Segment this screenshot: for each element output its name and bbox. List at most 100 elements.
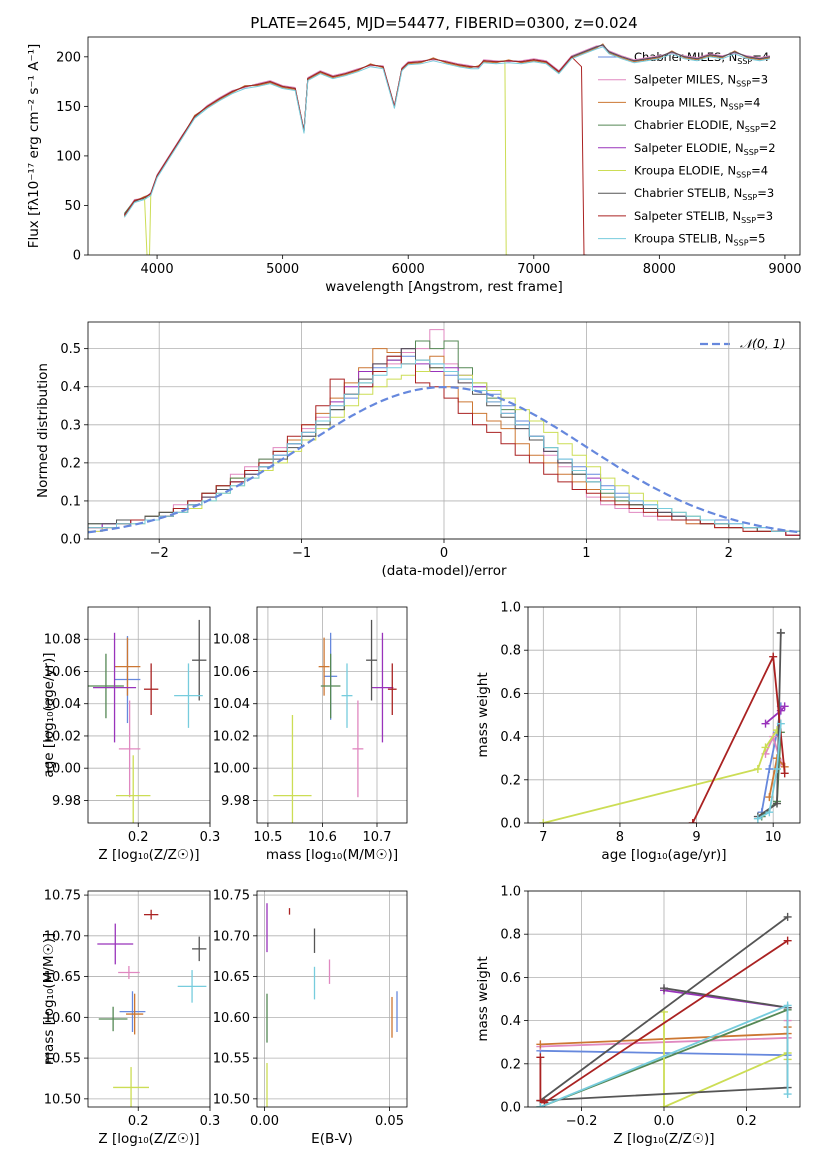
y-tick-label: 0.0 <box>500 1101 521 1116</box>
weight-line-8 <box>539 939 789 1104</box>
x-tick-label: 0 <box>440 546 448 561</box>
x-axis-label: age [log₁₀(age/yr)] <box>601 847 726 863</box>
x-tick-label: 5000 <box>266 262 299 277</box>
y-tick-label: 0.5 <box>60 342 81 357</box>
x-tick-label: 8000 <box>643 262 676 277</box>
weight-marker <box>539 819 548 823</box>
legend-entry: Kroupa MILES, NSSP=4 <box>634 95 760 111</box>
plot-area <box>536 912 792 1107</box>
y-tick-label: 0.3 <box>60 418 81 433</box>
y-tick-label: 10.02 <box>44 729 81 744</box>
x-tick-label: 9000 <box>768 262 801 277</box>
weight-marker <box>536 1103 545 1107</box>
y-tick-label: 10.06 <box>213 665 250 680</box>
x-tick-label: 0.00 <box>250 1114 279 1129</box>
y-tick-label: 0.2 <box>60 456 81 471</box>
y-tick-label: 150 <box>56 100 81 115</box>
plot-frame <box>256 606 408 824</box>
errorbar-point-4 <box>88 653 124 719</box>
legend-entry: Chabrier ELODIE, NSSP=2 <box>634 118 777 134</box>
errorbar-point-4 <box>320 653 341 719</box>
x-tick-label: 0.2 <box>736 1114 757 1129</box>
histogram-step-7 <box>88 348 800 539</box>
y-tick-label: 10.04 <box>213 697 250 712</box>
x-tick-label: 1 <box>582 546 590 561</box>
x-tick-label: 4000 <box>141 262 174 277</box>
histogram-step-9 <box>88 359 800 539</box>
y-axis-label: mass [log₁₀(M/M☉)] <box>41 933 57 1065</box>
x-tick-label: 9 <box>692 830 700 845</box>
y-tick-label: 10.65 <box>213 970 250 985</box>
spectrum-line-8 <box>123 56 587 255</box>
panel-4: 10.5 10.6 10.7 9.98 10.00 10.02 10.04 10.06 10.0… <box>213 606 408 863</box>
x-tick-label: 7000 <box>517 262 550 277</box>
panel-8: −0.2 0.0 0.2 0.0 0.2 0.4 0.6 0.8 1.0 Z [log₁₀(Z/Z… <box>475 885 801 1147</box>
errorbar-point-8 <box>387 663 397 715</box>
x-tick-label: 6000 <box>392 262 425 277</box>
weight-marker <box>753 765 762 773</box>
errorbar-point-3 <box>114 637 141 696</box>
x-axis-label: E(B-V) <box>311 1131 353 1147</box>
y-tick-label: 10.50 <box>44 1092 81 1107</box>
y-tick-label: 9.98 <box>221 794 250 809</box>
y-tick-label: 0 <box>73 249 81 264</box>
errorbar-point-3 <box>126 993 144 1035</box>
errorbar-point-9 <box>341 663 353 728</box>
panel-1: 4000 5000 6000 7000 8000 9000 0 50 100 150 200 wave… <box>26 36 801 295</box>
weight-marker <box>761 719 770 728</box>
y-tick-label: 0.6 <box>500 971 521 986</box>
normal-curve <box>88 385 800 534</box>
y-tick-label: 10.08 <box>44 633 81 648</box>
errorbar-point-7 <box>192 936 207 962</box>
y-axis-label: Normed distribution <box>35 363 51 498</box>
y-tick-label: 0.8 <box>500 928 521 943</box>
errorbar-point-5 <box>93 632 137 743</box>
x-tick-label: 2 <box>725 546 733 561</box>
plot-area <box>88 329 800 539</box>
plot-area <box>266 903 398 1107</box>
x-tick-label: −0.2 <box>566 1114 598 1129</box>
x-tick-label: 0.2 <box>128 1114 149 1129</box>
errorbar-point-1 <box>119 991 146 1033</box>
y-tick-label: 10.75 <box>213 889 250 904</box>
legend-entry: 𝒩(0, 1) <box>740 336 786 351</box>
y-tick-label: 0.2 <box>500 1057 521 1072</box>
errorbar-point-2 <box>118 700 141 798</box>
errorbar-point-7 <box>366 619 377 701</box>
errorbar-point-7 <box>192 619 207 701</box>
weight-marker <box>773 799 782 808</box>
legend-entry: Kroupa STELIB, NSSP=5 <box>634 232 765 248</box>
weight-line-9 <box>757 723 782 820</box>
panel-3: 0.2 0.3 9.98 10.00 10.02 10.04 10.06 10.08 Z [lo… <box>41 606 220 863</box>
errorbar-point-9 <box>174 663 203 728</box>
plot-frame <box>527 606 801 824</box>
weight-marker <box>780 769 789 778</box>
weight-marker <box>660 1103 668 1107</box>
errorbar-point-6 <box>115 755 151 823</box>
legend-entry: Salpeter MILES, NSSP=3 <box>634 73 768 89</box>
errorbar-point-2 <box>118 965 140 980</box>
errorbar-point-6 <box>273 715 312 823</box>
y-tick-label: 10.08 <box>213 633 250 648</box>
plot-area <box>539 628 789 823</box>
errorbar-point-9 <box>177 970 207 1003</box>
panel-7: 0.00 0.05 10.50 10.55 10.60 10.65 10.70 10.75 E(… <box>213 889 408 1147</box>
y-tick-label: 0.0 <box>500 817 521 832</box>
chart-title: PLATE=2645, MJD=54477, FIBERID=0300, z=0… <box>250 14 637 32</box>
y-axis-label: age [log₁₀(age/yr)] <box>41 652 57 777</box>
x-tick-label: −1 <box>292 546 311 561</box>
y-tick-label: 10.55 <box>213 1052 250 1067</box>
errorbar-point-6 <box>113 1067 149 1107</box>
y-tick-label: 100 <box>56 149 81 164</box>
y-tick-label: 10.55 <box>44 1052 81 1067</box>
x-axis-label: Z [log₁₀(Z/Z☉)] <box>98 847 199 863</box>
y-tick-label: 0.1 <box>60 494 81 509</box>
y-tick-label: 9.98 <box>52 794 81 809</box>
weight-marker <box>761 743 770 752</box>
y-tick-label: 10.70 <box>213 929 250 944</box>
weight-marker <box>776 628 785 637</box>
weight-marker <box>765 765 774 773</box>
weight-marker <box>773 765 782 773</box>
errorbar-point-4 <box>98 1006 128 1032</box>
errorbar-point-3 <box>318 637 330 696</box>
